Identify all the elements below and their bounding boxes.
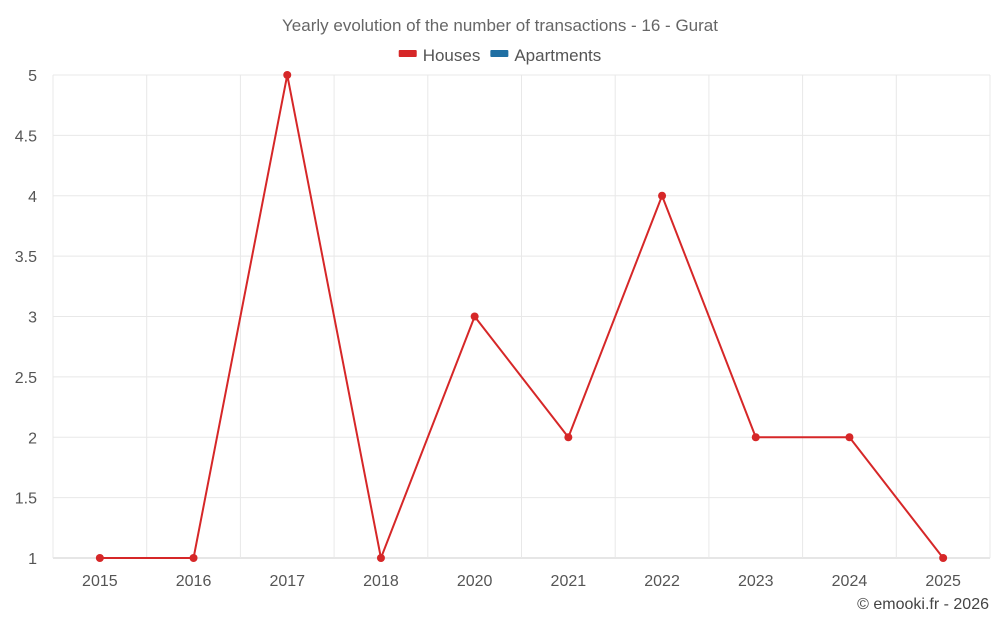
- x-tick-label: 2017: [269, 573, 305, 590]
- x-tick-label: 2024: [832, 573, 868, 590]
- data-point[interactable]: [376, 554, 385, 562]
- y-tick-label: 2: [28, 430, 37, 447]
- x-axis-ticks: 2015 2016 2017 2018 2020 2021 2022 2023 2024 2025: [82, 573, 961, 590]
- y-tick-label: 4.5: [15, 128, 37, 145]
- data-point[interactable]: [95, 554, 104, 562]
- data-point[interactable]: [564, 433, 573, 442]
- data-point[interactable]: [845, 433, 854, 442]
- data-point[interactable]: [283, 71, 292, 79]
- series-layer: [95, 71, 948, 562]
- series-houses: [95, 71, 948, 562]
- y-tick-label: 3.5: [15, 249, 37, 266]
- chart-legend: Houses Apartments: [398, 46, 601, 65]
- chart-title: Yearly evolution of the number of transa…: [282, 16, 718, 35]
- y-tick-label: 2.5: [15, 370, 37, 387]
- legend-item[interactable]: Houses: [398, 46, 481, 65]
- series-line: [99, 74, 944, 559]
- data-point[interactable]: [939, 554, 948, 562]
- y-tick-label: 5: [28, 68, 37, 85]
- y-axis-ticks: 1 1.5 2 2.5 3 3.5 4 4.5 5: [15, 68, 37, 568]
- x-tick-label: 2025: [925, 573, 961, 590]
- legend-swatch: [398, 50, 417, 57]
- data-point[interactable]: [470, 312, 479, 321]
- data-point[interactable]: [658, 191, 667, 200]
- x-tick-label: 2021: [551, 573, 587, 590]
- x-tick-label: 2020: [457, 573, 493, 590]
- legend-label: Apartments: [514, 46, 601, 65]
- x-tick-label: 2016: [176, 573, 212, 590]
- legend-label: Houses: [423, 46, 481, 65]
- x-tick-label: 2022: [644, 573, 680, 590]
- legend-item[interactable]: Apartments: [490, 46, 601, 65]
- x-tick-label: 2015: [82, 573, 118, 590]
- y-tick-label: 1.5: [15, 491, 37, 508]
- data-point[interactable]: [751, 433, 760, 442]
- credit-text: © emooki.fr - 2026: [857, 596, 989, 613]
- x-tick-label: 2018: [363, 573, 399, 590]
- grid-lines: [52, 74, 991, 559]
- y-tick-label: 4: [28, 189, 37, 206]
- x-tick-label: 2023: [738, 573, 774, 590]
- data-point[interactable]: [189, 554, 198, 562]
- legend-swatch: [490, 50, 509, 57]
- y-tick-label: 1: [28, 551, 37, 568]
- y-tick-label: 3: [28, 310, 37, 327]
